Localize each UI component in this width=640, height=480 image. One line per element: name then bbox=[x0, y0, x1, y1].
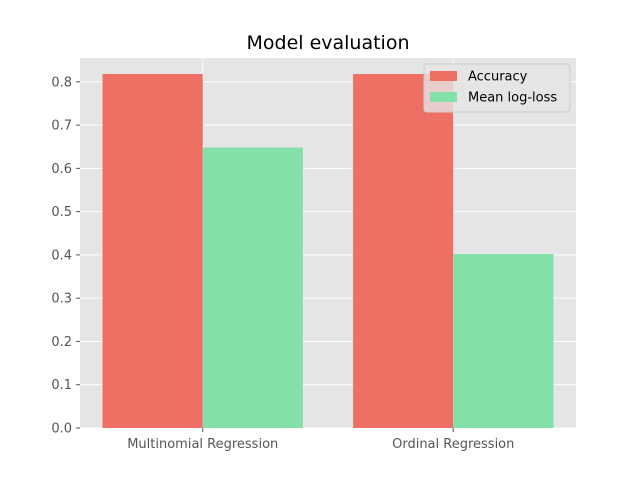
bar-mean-log-loss-1 bbox=[453, 254, 554, 428]
bar-accuracy-1 bbox=[353, 74, 454, 429]
legend-swatch bbox=[430, 71, 457, 81]
legend-label: Mean log-loss bbox=[468, 91, 557, 106]
y-tick-label: 0.5 bbox=[51, 205, 72, 220]
bar-accuracy-0 bbox=[102, 74, 203, 429]
chart-title: Model evaluation bbox=[246, 32, 409, 54]
legend: Accuracy Mean log-loss bbox=[423, 63, 571, 113]
legend-label: Accuracy bbox=[468, 70, 528, 85]
legend-box bbox=[423, 63, 571, 113]
y-axis: 0.0 0.1 0.2 0.3 0.4 0.5 0.6 0.7 0.8 bbox=[51, 75, 80, 437]
y-tick-label: 0.1 bbox=[51, 378, 72, 393]
bars bbox=[102, 74, 554, 429]
y-tick-label: 0.0 bbox=[51, 422, 72, 437]
y-tick-label: 0.7 bbox=[51, 119, 72, 134]
y-tick-label: 0.2 bbox=[51, 335, 72, 350]
y-tick-label: 0.6 bbox=[51, 162, 72, 177]
x-axis: Multinomial Regression Ordinal Regression bbox=[127, 428, 514, 452]
y-tick-label: 0.8 bbox=[51, 75, 72, 90]
y-tick-label: 0.4 bbox=[51, 248, 72, 263]
legend-swatch bbox=[430, 92, 457, 102]
y-tick-label: 0.3 bbox=[51, 292, 72, 307]
bar-mean-log-loss-0 bbox=[202, 147, 303, 428]
x-tick-label: Ordinal Regression bbox=[392, 437, 514, 452]
x-tick-label: Multinomial Regression bbox=[127, 437, 278, 452]
